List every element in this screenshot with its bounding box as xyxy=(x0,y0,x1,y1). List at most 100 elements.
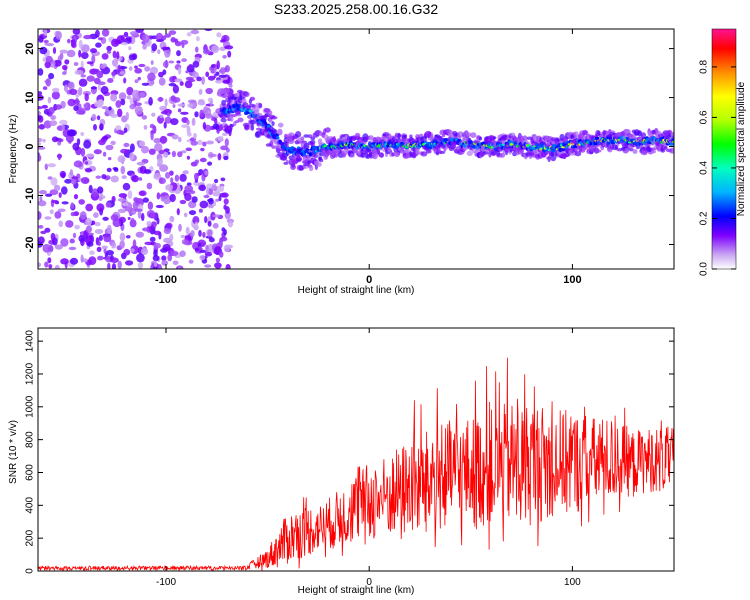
snr-x-tick-label: 0 xyxy=(366,577,372,588)
noise-blob xyxy=(100,64,106,69)
noise-blob xyxy=(199,200,209,209)
noise-blob xyxy=(220,185,225,192)
noise-blob xyxy=(170,118,179,126)
noise-blob xyxy=(65,220,74,228)
noise-blob xyxy=(42,86,48,90)
noise-blob xyxy=(131,89,141,99)
noise-blob xyxy=(207,229,213,237)
noise-blob xyxy=(102,216,109,221)
noise-blob xyxy=(134,102,142,106)
noise-blob xyxy=(205,87,213,95)
noise-blob xyxy=(153,230,161,236)
noise-blob xyxy=(115,100,122,108)
signal-halo xyxy=(379,152,385,158)
noise-blob xyxy=(80,177,90,184)
noise-blob xyxy=(69,169,74,176)
noise-blob xyxy=(76,109,85,115)
noise-blob xyxy=(57,208,66,213)
noise-blob xyxy=(83,103,88,109)
spectrogram-marks xyxy=(38,29,674,269)
noise-blob xyxy=(158,71,164,78)
noise-blob xyxy=(200,147,205,152)
noise-blob xyxy=(97,81,106,86)
signal-halo xyxy=(439,150,446,154)
snr-y-tick-label: 400 xyxy=(25,497,36,514)
noise-blob xyxy=(216,60,220,70)
noise-blob xyxy=(149,80,155,85)
noise-blob xyxy=(194,221,199,229)
signal-halo xyxy=(496,150,501,157)
noise-blob xyxy=(164,200,169,205)
noise-blob xyxy=(186,125,191,135)
noise-blob xyxy=(123,127,128,133)
noise-blob xyxy=(227,50,232,58)
noise-blob xyxy=(86,61,94,65)
signal-halo xyxy=(430,134,434,142)
noise-blob xyxy=(95,175,102,179)
signal-halo xyxy=(457,131,464,138)
noise-blob xyxy=(194,172,199,181)
noise-blob xyxy=(143,125,148,130)
noise-blob xyxy=(212,201,217,207)
noise-blob xyxy=(53,59,62,67)
spectrogram-y-tick-label: 0 xyxy=(24,143,36,149)
signal-halo xyxy=(235,92,239,98)
signal-halo xyxy=(473,140,481,145)
noise-blob xyxy=(152,125,157,134)
noise-blob xyxy=(38,68,44,76)
noise-blob xyxy=(169,193,176,203)
noise-blob xyxy=(74,69,84,75)
noise-blob xyxy=(173,97,181,103)
signal-halo xyxy=(626,133,633,138)
noise-blob xyxy=(62,71,67,75)
noise-blob xyxy=(198,208,203,213)
noise-blob xyxy=(118,216,127,224)
noise-blob xyxy=(38,200,47,207)
noise-blob xyxy=(93,124,97,131)
noise-blob xyxy=(54,211,62,219)
signal-halo xyxy=(368,135,374,141)
noise-blob xyxy=(190,140,198,146)
noise-blob xyxy=(190,29,200,35)
noise-blob xyxy=(38,211,42,220)
signal-halo xyxy=(250,123,255,131)
noise-blob xyxy=(165,184,174,191)
noise-blob xyxy=(64,59,70,65)
noise-blob xyxy=(141,145,149,154)
signal-body xyxy=(589,141,593,146)
noise-blob xyxy=(201,76,206,85)
noise-blob xyxy=(52,237,58,246)
signal-halo xyxy=(316,162,322,167)
noise-blob xyxy=(180,150,187,154)
spectrogram-y-tick-label: 20 xyxy=(24,42,36,54)
noise-blob xyxy=(223,204,227,210)
signal-halo xyxy=(244,125,250,131)
noise-blob xyxy=(208,204,214,209)
noise-blob xyxy=(42,244,51,248)
noise-blob xyxy=(164,116,172,124)
signal-halo xyxy=(249,96,256,101)
noise-blob xyxy=(204,29,213,32)
noise-blob xyxy=(73,160,83,168)
noise-blob xyxy=(38,137,43,143)
noise-blob xyxy=(53,184,61,191)
noise-blob xyxy=(151,112,156,117)
noise-blob xyxy=(78,234,85,243)
noise-blob xyxy=(117,155,126,163)
noise-blob xyxy=(149,66,159,75)
noise-blob xyxy=(69,238,75,244)
noise-blob xyxy=(90,86,98,90)
noise-blob xyxy=(177,151,183,158)
noise-blob xyxy=(106,45,112,52)
noise-blob xyxy=(151,43,158,52)
noise-blob xyxy=(198,88,203,95)
noise-blob xyxy=(169,170,174,176)
noise-blob xyxy=(202,231,206,238)
signal-halo xyxy=(664,145,668,150)
noise-blob xyxy=(125,111,129,121)
noise-blob xyxy=(207,161,213,166)
noise-blob xyxy=(138,177,143,181)
noise-blob xyxy=(101,245,108,250)
noise-blob xyxy=(102,151,107,157)
